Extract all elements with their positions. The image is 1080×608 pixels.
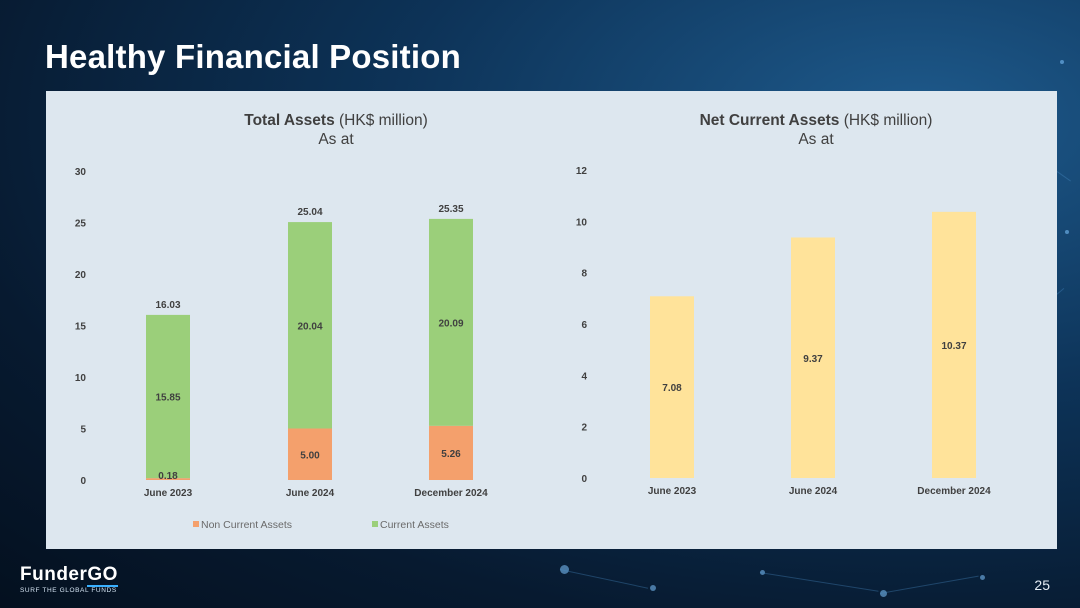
current-assets-data-label: 20.09 (438, 318, 463, 329)
net-current-assets-data-label: 7.08 (662, 383, 682, 394)
total-assets-x-tick: December 2024 (414, 488, 488, 499)
net-current-assets-data-label: 9.37 (803, 354, 823, 365)
current-assets-bar (146, 314, 190, 479)
total-assets-y-tick: 5 (80, 425, 86, 436)
net-current-assets-bar (791, 237, 835, 478)
net-current-assets-bar (650, 296, 694, 478)
net-current-assets-bar (932, 211, 976, 478)
total-assets-y-tick: 25 (75, 219, 87, 230)
net-current-assets-subtitle: As at (798, 131, 834, 148)
current-assets-bar (429, 218, 473, 426)
net-current-assets-y-tick: 2 (581, 423, 587, 434)
charts-panel: Total Assets (HK$ million) As at Net Cur… (46, 91, 1057, 549)
non-current-assets-bar (429, 425, 473, 480)
total-assets-title: Total Assets (244, 112, 335, 129)
logo-tagline: SURF THE GLOBAL FUNDS (20, 587, 117, 594)
logo-wordmark: FunderGO (20, 564, 118, 587)
slide-title: Healthy Financial Position (45, 38, 461, 75)
legend-swatch-non-current-assets (193, 521, 199, 527)
logo-name-part1: Funder (20, 564, 88, 585)
non-current-assets-data-label: 5.00 (300, 450, 320, 461)
total-assets-x-tick: June 2023 (144, 488, 193, 499)
non-current-assets-data-label: 0.18 (158, 471, 178, 482)
non-current-assets-data-label: 5.26 (441, 449, 461, 460)
legend-swatch-current-assets (372, 521, 378, 527)
net-current-assets-y-tick: 4 (581, 371, 587, 382)
total-assets-y-tick: 15 (75, 322, 87, 333)
total-assets-chart-title: Total Assets (HK$ million) As at (166, 111, 506, 149)
total-assets-y-tick: 20 (75, 270, 87, 281)
net-current-assets-x-tick: June 2024 (789, 486, 838, 497)
net-current-assets-y-tick: 12 (576, 166, 588, 177)
net-current-assets-title: Net Current Assets (699, 112, 840, 129)
legend-label-non-current-assets: Non Current Assets (201, 519, 292, 531)
net-current-assets-y-tick: 8 (581, 269, 587, 280)
net-current-assets-y-tick: 6 (581, 320, 587, 331)
non-current-assets-bar (288, 428, 332, 480)
total-assets-y-tick: 0 (80, 476, 86, 487)
net-current-assets-y-tick: 10 (576, 217, 588, 228)
net-current-assets-chart-title: Net Current Assets (HK$ million) As at (646, 111, 986, 149)
fundergo-logo: FunderGO SURF THE GLOBAL FUNDS (20, 564, 118, 594)
total-assets-total-label: 25.35 (438, 204, 463, 215)
total-assets-title-suffix: (HK$ million) (339, 112, 428, 129)
legend-label-current-assets: Current Assets (380, 519, 449, 531)
logo-name-part2: GO (87, 564, 118, 587)
current-assets-data-label: 20.04 (297, 321, 322, 332)
total-assets-total-label: 16.03 (155, 300, 180, 311)
current-assets-data-label: 15.85 (155, 393, 180, 404)
net-current-assets-y-tick: 0 (581, 474, 587, 485)
total-assets-total-label: 25.04 (297, 207, 322, 218)
page-number: 25 (1034, 577, 1050, 593)
net-current-assets-x-tick: December 2024 (917, 486, 991, 497)
net-current-assets-title-suffix: (HK$ million) (843, 112, 933, 129)
total-assets-y-tick: 10 (75, 373, 87, 384)
net-current-assets-x-tick: June 2023 (648, 486, 697, 497)
non-current-assets-bar (146, 478, 190, 480)
total-assets-y-tick: 30 (75, 167, 87, 178)
current-assets-bar (288, 222, 332, 429)
total-assets-subtitle: As at (318, 131, 354, 148)
net-current-assets-data-label: 10.37 (941, 341, 966, 352)
total-assets-x-tick: June 2024 (286, 488, 335, 499)
